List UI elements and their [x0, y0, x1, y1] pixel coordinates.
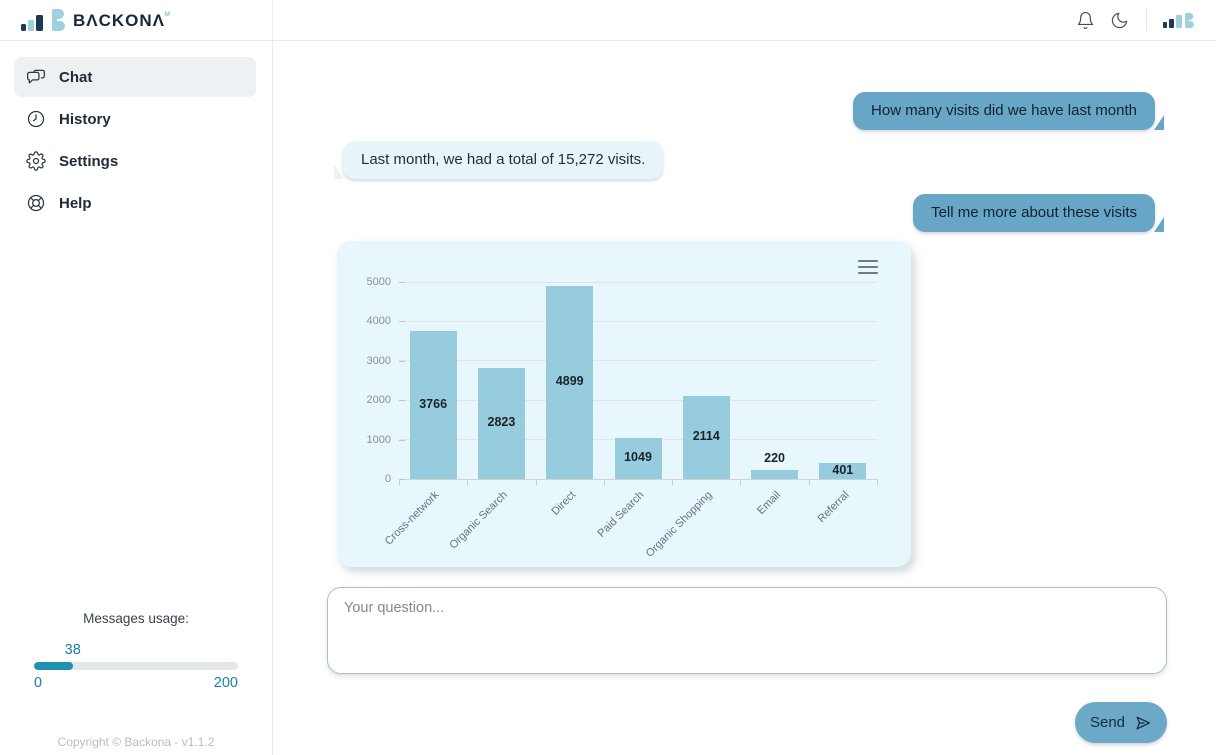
- bar[interactable]: [546, 285, 594, 479]
- header-divider: [1146, 8, 1147, 32]
- usage-progress-track: [34, 662, 238, 670]
- send-button-label: Send: [1089, 714, 1126, 731]
- mini-logo-icon: [1163, 12, 1194, 28]
- header-brand-area: BΛCKONΛᴹ: [0, 0, 273, 40]
- bell-icon[interactable]: [1068, 3, 1102, 37]
- bar[interactable]: [819, 463, 867, 479]
- x-tick-label-text: Cross-network: [383, 489, 442, 548]
- x-tick-label-text: Direct: [549, 489, 579, 518]
- chart-plot: 0 1000 2000 3000 4000 5000 3766 Cross-network 28…: [367, 276, 878, 560]
- hamburger-menu-icon[interactable]: [858, 260, 878, 274]
- x-tick-label-text: Organic Shopping: [644, 489, 715, 560]
- bar-value-label: 3766: [419, 396, 448, 411]
- bar-value-label: 220: [764, 451, 785, 466]
- sidebar-item-chat[interactable]: Chat: [14, 57, 256, 97]
- copyright-footer: Copyright © Backona - v1.1.2: [57, 735, 215, 749]
- usage-label: Messages usage:: [83, 611, 189, 626]
- brand-logo: BΛCKONΛᴹ: [21, 9, 171, 31]
- y-axis-tick: [399, 439, 405, 441]
- question-input[interactable]: [327, 587, 1167, 674]
- sidebar-item-label: History: [59, 110, 111, 128]
- gridline: [399, 478, 877, 480]
- usage-max: 200: [213, 675, 238, 691]
- y-axis-tick: [399, 321, 405, 323]
- gear-icon: [26, 151, 46, 171]
- top-header: BΛCKONΛᴹ: [0, 0, 1216, 41]
- gridline: [399, 360, 877, 362]
- chat-bubble-user: Tell me more about these visits: [913, 194, 1164, 232]
- x-axis-tick: [535, 479, 537, 485]
- x-tick-label-text: Email: [755, 489, 784, 517]
- bar-value-label: 2114: [692, 429, 720, 444]
- sidebar-item-settings[interactable]: Settings: [14, 141, 256, 181]
- y-tick-label: 4000: [366, 315, 391, 328]
- chart-card: 0 1000 2000 3000 4000 5000 3766 Cross-network 28…: [337, 241, 911, 567]
- y-tick-label: 5000: [366, 276, 391, 288]
- sidebar-item-help[interactable]: Help: [14, 183, 256, 223]
- brand-superscript: ᴹ: [165, 10, 171, 20]
- bar[interactable]: [682, 395, 730, 479]
- send-plane-icon: [1136, 716, 1150, 729]
- bar-value-label: 1049: [624, 450, 652, 465]
- chat-bubble-assistant: Last month, we had a total of 15,272 vis…: [333, 141, 664, 179]
- messages-usage-meter: Messages usage: 38 0 200: [0, 611, 272, 691]
- brand-bars-icon: [21, 15, 43, 31]
- y-tick-label: 2000: [366, 394, 391, 407]
- x-axis-tick: [808, 479, 810, 485]
- x-tick-label-text: Organic Search: [447, 489, 510, 552]
- send-button[interactable]: Send: [1075, 702, 1167, 743]
- gridline: [399, 399, 877, 401]
- brand-b-glyph: [52, 9, 65, 31]
- brand-name: BΛCKONΛᴹ: [73, 10, 171, 30]
- header-actions: [1068, 0, 1216, 40]
- x-tick-label-text: Referral: [815, 489, 852, 526]
- gridline: [399, 281, 877, 283]
- usage-current-value: 38: [64, 642, 81, 658]
- bar[interactable]: [614, 437, 662, 479]
- x-tick-label-text: Paid Search: [595, 489, 647, 540]
- sidebar-item-label: Chat: [59, 68, 93, 86]
- chat-area: How many visits did we have last month L…: [273, 41, 1216, 755]
- y-axis-tick: [399, 479, 405, 480]
- bar-value-label: 401: [832, 463, 854, 478]
- y-axis-tick: [399, 360, 405, 362]
- chat-bubble-user: How many visits did we have last month: [853, 92, 1164, 130]
- x-axis-tick: [467, 479, 469, 485]
- bar[interactable]: [751, 470, 799, 479]
- usage-progress-fill: [34, 662, 73, 670]
- x-axis-tick: [740, 479, 742, 485]
- sidebar-item-label: Help: [59, 194, 92, 212]
- bar-value-label: 2823: [487, 415, 516, 430]
- chat-bubbles-icon: [27, 69, 45, 84]
- bar-value-label: 4899: [555, 374, 584, 389]
- usage-min: 0: [34, 675, 43, 691]
- bar[interactable]: [477, 367, 525, 479]
- clock-icon: [27, 110, 45, 128]
- bar[interactable]: [409, 330, 457, 479]
- y-axis-tick: [399, 282, 405, 283]
- y-tick-label: 0: [384, 473, 391, 485]
- moon-icon[interactable]: [1102, 3, 1136, 37]
- sidebar-item-label: Settings: [59, 152, 119, 170]
- x-axis-tick: [672, 479, 674, 485]
- x-axis-tick: [877, 479, 878, 485]
- sidebar-item-history[interactable]: History: [14, 99, 256, 139]
- gridline: [399, 320, 877, 322]
- lifebuoy-icon: [27, 194, 45, 212]
- x-axis-tick: [399, 479, 400, 485]
- y-tick-label: 1000: [366, 433, 391, 446]
- x-axis-tick: [603, 479, 605, 485]
- sidebar: Chat History Settings: [0, 41, 273, 755]
- y-axis-tick: [399, 400, 405, 402]
- y-tick-label: 3000: [366, 354, 391, 367]
